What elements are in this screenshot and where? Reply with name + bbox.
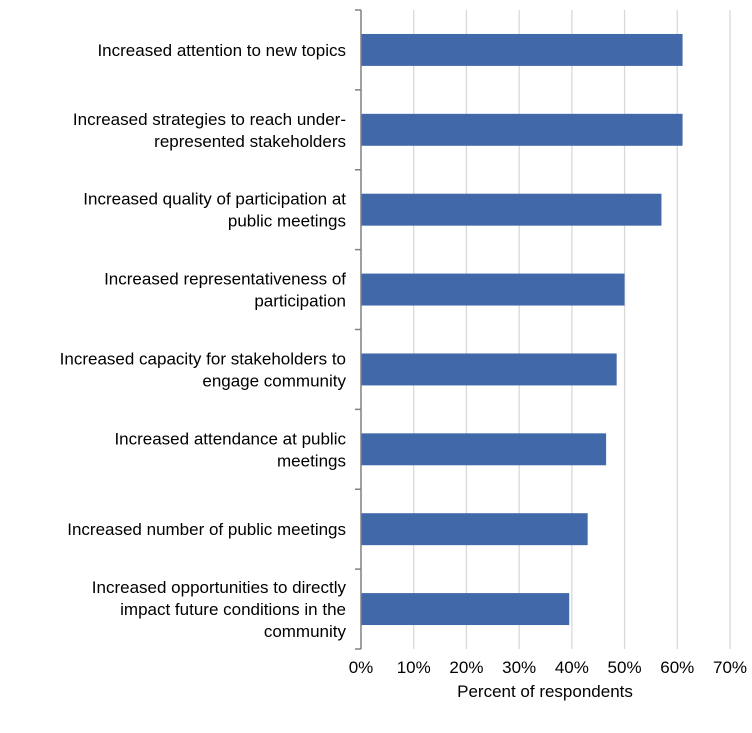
bar xyxy=(361,433,607,466)
x-tick-label: 20% xyxy=(449,658,483,677)
x-tick-label: 0% xyxy=(349,658,374,677)
bar xyxy=(361,353,617,386)
x-tick-label: 70% xyxy=(713,658,747,677)
category-label: Increased number of public meetings xyxy=(67,520,346,539)
y-axis xyxy=(355,9,362,650)
category-label: Increased attendance at public meetings xyxy=(114,429,346,470)
bar xyxy=(361,593,570,626)
x-tick-labels: 0% 10% 20% 30% 40% 50% 60% 70% xyxy=(349,658,747,677)
x-tick-label: 60% xyxy=(660,658,694,677)
category-label: Increased representativeness of participa… xyxy=(104,270,346,311)
category-label: Increased quality of participation at pub… xyxy=(83,190,346,231)
x-tick-label: 30% xyxy=(502,658,536,677)
x-tick-label: 10% xyxy=(397,658,431,677)
bar xyxy=(361,273,625,306)
category-label: Increased opportunities to directly impac… xyxy=(92,578,347,641)
x-tick-label: 50% xyxy=(608,658,642,677)
category-label: Increased attention to new topics xyxy=(97,41,346,60)
x-axis-label: Percent of respondents xyxy=(457,682,633,701)
grid-lines xyxy=(413,10,731,649)
bar xyxy=(361,193,662,226)
bars xyxy=(361,33,683,626)
bar xyxy=(361,113,683,146)
category-label: Increased capacity for stakeholders to en… xyxy=(60,349,347,390)
bar xyxy=(361,33,683,66)
category-labels: Increased attention to new topics Increas… xyxy=(60,41,347,641)
bar xyxy=(361,513,588,546)
x-tick-label: 40% xyxy=(555,658,589,677)
category-label: Increased strategies to reach under-repr… xyxy=(73,110,346,151)
